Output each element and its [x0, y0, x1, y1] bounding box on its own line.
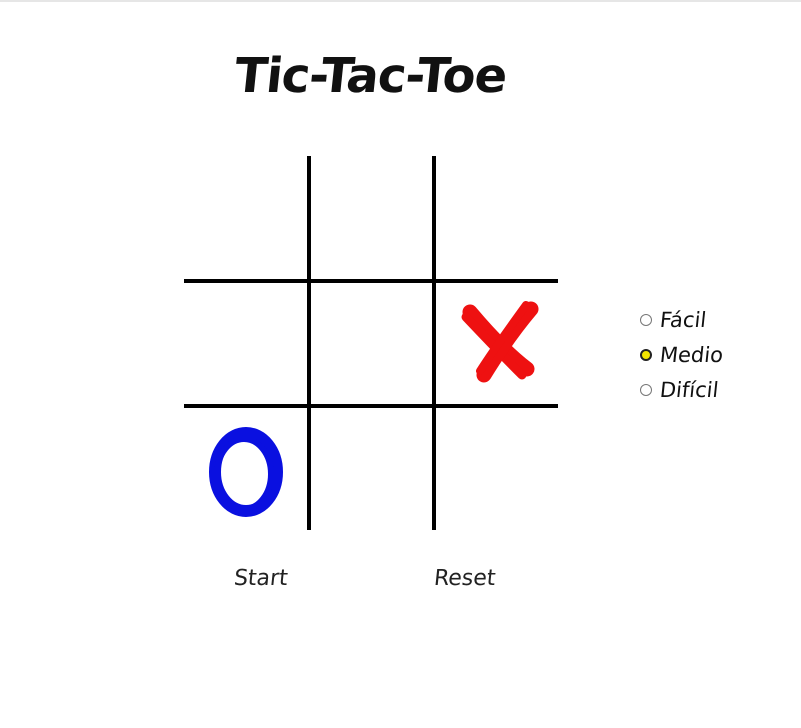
- reset-button[interactable]: Reset: [428, 564, 501, 593]
- difficulty-option-hard[interactable]: Difícil: [638, 372, 788, 407]
- radio-easy[interactable]: [640, 313, 652, 326]
- radio-medium[interactable]: [640, 348, 652, 361]
- page-title: Tic-Tac-Toe: [231, 48, 510, 104]
- grid-line-vertical-2: [432, 156, 436, 530]
- grid-line-horizontal-2: [184, 404, 558, 408]
- difficulty-option-easy[interactable]: Fácil: [638, 302, 788, 337]
- cell-0-2[interactable]: [436, 156, 560, 280]
- difficulty-option-medium[interactable]: Medio: [638, 337, 788, 372]
- cell-1-1[interactable]: [311, 283, 435, 407]
- top-border: [0, 0, 801, 2]
- cell-2-2[interactable]: [436, 408, 560, 532]
- cell-2-0[interactable]: [184, 408, 308, 532]
- x-mark: [461, 301, 539, 383]
- grid-line-horizontal-1: [184, 279, 558, 283]
- radio-hard[interactable]: [640, 383, 652, 396]
- cell-1-0[interactable]: [184, 283, 308, 407]
- game-board: [184, 156, 558, 530]
- difficulty-label-hard: Difícil: [658, 377, 720, 402]
- grid-line-vertical-1: [307, 156, 311, 530]
- start-button[interactable]: Start: [228, 564, 293, 593]
- cell-0-1[interactable]: [311, 156, 435, 280]
- difficulty-label-medium: Medio: [658, 342, 725, 367]
- cell-2-1[interactable]: [311, 408, 435, 532]
- cell-0-0[interactable]: [184, 156, 308, 280]
- o-mark: [209, 427, 283, 517]
- cell-1-2[interactable]: [436, 283, 560, 407]
- difficulty-label-easy: Fácil: [658, 307, 708, 332]
- difficulty-selector: Fácil Medio Difícil: [638, 302, 788, 407]
